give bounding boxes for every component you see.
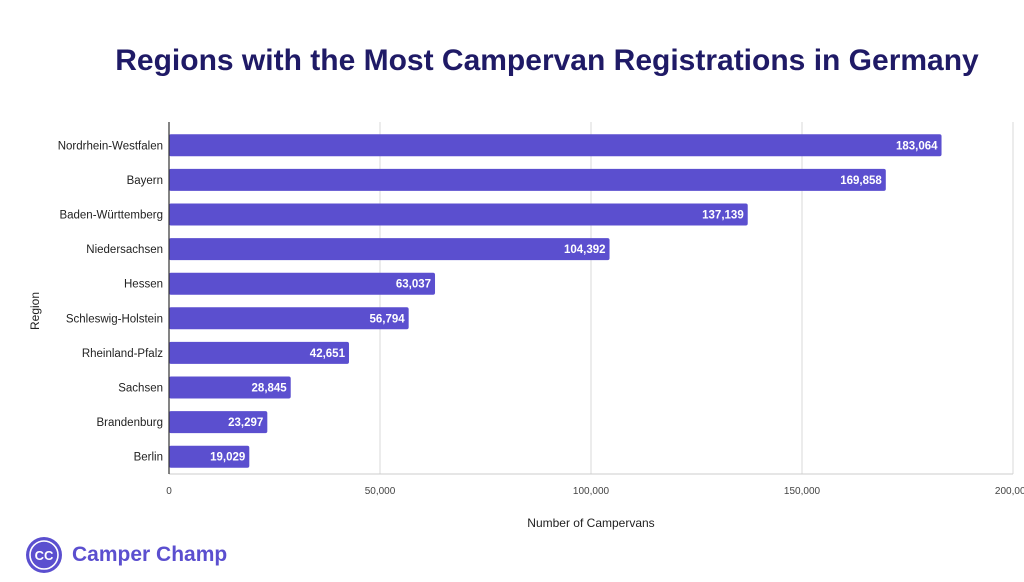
data-label: 42,651 <box>310 348 346 360</box>
x-tick-label: 150,000 <box>784 486 821 497</box>
data-label: 137,139 <box>702 210 744 222</box>
bars <box>169 134 942 468</box>
svg-text:CC: CC <box>35 548 54 563</box>
bar <box>169 445 250 468</box>
labels: 0 50,000 100,000 150,000 200,000 Nordrhein-We… <box>58 140 1024 497</box>
category-label: Nordrhein-Westfalen <box>58 140 163 152</box>
category-label: Rheinland-Pfalz <box>82 348 163 360</box>
data-label: 56,794 <box>369 313 405 325</box>
data-label: 19,029 <box>210 452 245 464</box>
bar <box>169 307 409 330</box>
category-label: Bayern <box>127 175 163 187</box>
brand: CC Camper Champ <box>26 536 227 574</box>
data-label: 28,845 <box>252 383 288 395</box>
data-label: 23,297 <box>228 417 263 429</box>
bar <box>169 134 942 157</box>
data-label: 169,858 <box>840 175 882 187</box>
bar <box>169 341 349 364</box>
category-label: Sachsen <box>118 383 163 395</box>
brand-name: Camper Champ <box>72 543 228 566</box>
bar <box>169 168 886 191</box>
camper-champ-logo-icon: CC <box>26 537 62 573</box>
x-axis-title: Number of Campervans <box>527 516 654 530</box>
x-tick-label: 0 <box>166 486 172 497</box>
category-label: Baden-Württemberg <box>59 210 163 222</box>
bar <box>169 411 268 434</box>
bar <box>169 238 610 261</box>
data-label: 183,064 <box>896 140 938 152</box>
y-axis-title: Region <box>28 292 42 330</box>
category-label: Berlin <box>134 452 163 464</box>
x-tick-label: 200,000 <box>995 486 1024 497</box>
category-label: Schleswig-Holstein <box>66 313 163 325</box>
data-label: 63,037 <box>396 279 431 291</box>
category-label: Niedersachsen <box>86 244 163 256</box>
bar <box>169 272 436 295</box>
x-tick-label: 50,000 <box>365 486 396 497</box>
category-label: Brandenburg <box>97 417 164 429</box>
category-label: Hessen <box>124 279 163 291</box>
chart-title: Regions with the Most Campervan Registra… <box>115 44 979 77</box>
bar <box>169 203 748 226</box>
x-tick-label: 100,000 <box>573 486 610 497</box>
bar <box>169 376 291 399</box>
data-label: 104,392 <box>564 244 606 256</box>
